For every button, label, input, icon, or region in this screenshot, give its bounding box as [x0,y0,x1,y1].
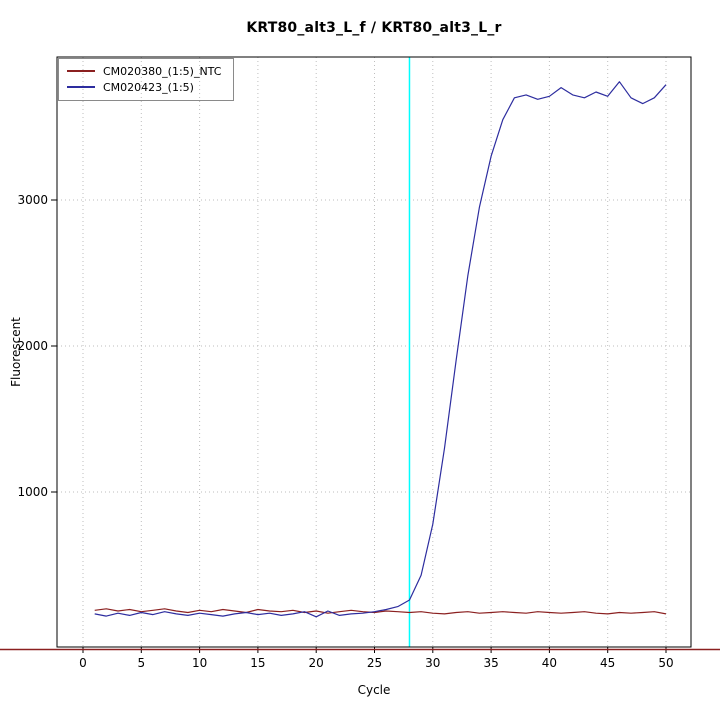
x-tick-label: 20 [309,656,324,670]
sample-line-swatch [67,86,95,88]
legend-entry-sample: CM020423_(1:5) [67,79,221,95]
x-tick-label: 30 [425,656,440,670]
legend-label-sample: CM020423_(1:5) [103,80,194,94]
chart-title: KRT80_alt3_L_f / KRT80_alt3_L_r [246,20,502,36]
x-tick-label: 50 [658,656,673,670]
y-tick-label: 2000 [17,339,48,353]
x-tick-label: 25 [367,656,382,670]
legend-entry-ntc: CM020380_(1:5)_NTC [67,63,221,79]
series-line-1 [94,81,667,618]
series-line-0 [94,608,667,615]
x-tick-label: 35 [483,656,498,670]
ntc-line-swatch [67,70,95,72]
y-axis-title: Fluorescent [9,317,23,387]
x-tick-label: 10 [192,656,207,670]
y-tick-label: 3000 [17,193,48,207]
legend: CM020380_(1:5)_NTC CM020423_(1:5) [58,58,235,101]
legend-label-ntc: CM020380_(1:5)_NTC [103,64,222,78]
x-tick-label: 45 [600,656,615,670]
x-tick-label: 40 [542,656,557,670]
x-tick-label: 15 [250,656,265,670]
y-tick-label: 1000 [17,485,48,499]
x-tick-label: 5 [137,656,145,670]
x-tick-label: 0 [79,656,87,670]
x-axis-title: Cycle [357,683,391,697]
